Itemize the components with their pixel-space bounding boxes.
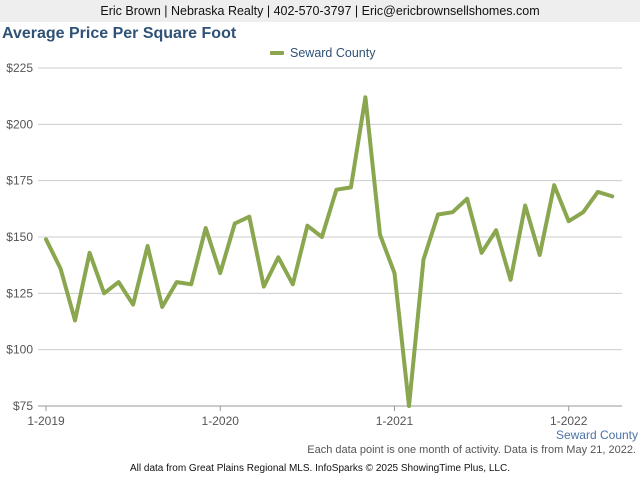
data-point[interactable] [493, 227, 499, 233]
y-tick-label: $225 [6, 61, 33, 75]
x-tick-label: 1-2022 [550, 414, 588, 428]
legend-label: Seward County [290, 46, 376, 60]
footer-note: Each data point is one month of activity… [307, 444, 636, 456]
data-point[interactable] [595, 189, 601, 195]
data-point[interactable] [406, 403, 412, 409]
data-point[interactable] [159, 304, 165, 310]
data-point[interactable] [435, 211, 441, 217]
data-point[interactable] [551, 182, 557, 188]
y-tick-label: $175 [6, 174, 33, 188]
data-point[interactable] [261, 284, 267, 290]
contact-header-bar: Eric Brown | Nebraska Realty | 402-570-3… [0, 0, 640, 22]
data-point[interactable] [362, 94, 368, 100]
data-point[interactable] [58, 266, 64, 272]
x-tick-label: 1-2019 [27, 414, 65, 428]
data-point[interactable] [421, 257, 427, 263]
contact-line: Eric Brown | Nebraska Realty | 402-570-3… [100, 4, 540, 18]
legend-swatch [270, 51, 284, 55]
data-point[interactable] [275, 254, 281, 260]
data-point[interactable] [391, 270, 397, 276]
y-tick-label: $75 [13, 399, 33, 413]
chart-legend[interactable]: Seward County [270, 46, 375, 60]
series-layer [43, 94, 615, 409]
footer-credit: All data from Great Plains Regional MLS.… [130, 463, 510, 474]
data-point[interactable] [464, 196, 470, 202]
data-point[interactable] [580, 209, 586, 215]
data-point[interactable] [348, 184, 354, 190]
x-tick-label: 1-2020 [202, 414, 240, 428]
x-tick-label: 1-2021 [376, 414, 414, 428]
data-point[interactable] [319, 234, 325, 240]
data-point[interactable] [203, 225, 209, 231]
data-point[interactable] [609, 193, 615, 199]
y-tick-label: $100 [6, 343, 33, 357]
data-point[interactable] [101, 290, 107, 296]
data-point[interactable] [508, 277, 514, 283]
data-point[interactable] [145, 243, 151, 249]
series-tag: Seward County [555, 428, 638, 442]
data-point[interactable] [522, 202, 528, 208]
chart-title: Average Price Per Square Foot [2, 25, 237, 42]
grid-lines [38, 67, 622, 407]
data-point[interactable] [246, 214, 252, 220]
data-point[interactable] [43, 236, 49, 242]
data-point[interactable] [450, 209, 456, 215]
data-point[interactable] [537, 252, 543, 258]
y-tick-label: $125 [6, 286, 33, 300]
data-point[interactable] [130, 302, 136, 308]
data-point[interactable] [566, 218, 572, 224]
data-point[interactable] [232, 220, 238, 226]
y-tick-label: $150 [6, 230, 33, 244]
series-line-seward-county[interactable] [44, 95, 615, 408]
x-axis-labels: 1-2019 1-2020 1-2021 1-2022 [27, 406, 588, 428]
data-point[interactable] [290, 281, 296, 287]
data-point[interactable] [304, 223, 310, 229]
data-point[interactable] [188, 281, 194, 287]
y-axis-labels: $75 $100 $125 $150 $175 $200 $225 [6, 61, 33, 413]
data-point[interactable] [377, 232, 383, 238]
data-point[interactable] [479, 250, 485, 256]
data-point[interactable] [333, 187, 339, 193]
y-tick-label: $200 [6, 117, 33, 131]
data-point[interactable] [217, 270, 223, 276]
data-point[interactable] [72, 317, 78, 323]
data-point[interactable] [87, 250, 93, 256]
data-point[interactable] [174, 279, 180, 285]
data-point[interactable] [116, 279, 122, 285]
